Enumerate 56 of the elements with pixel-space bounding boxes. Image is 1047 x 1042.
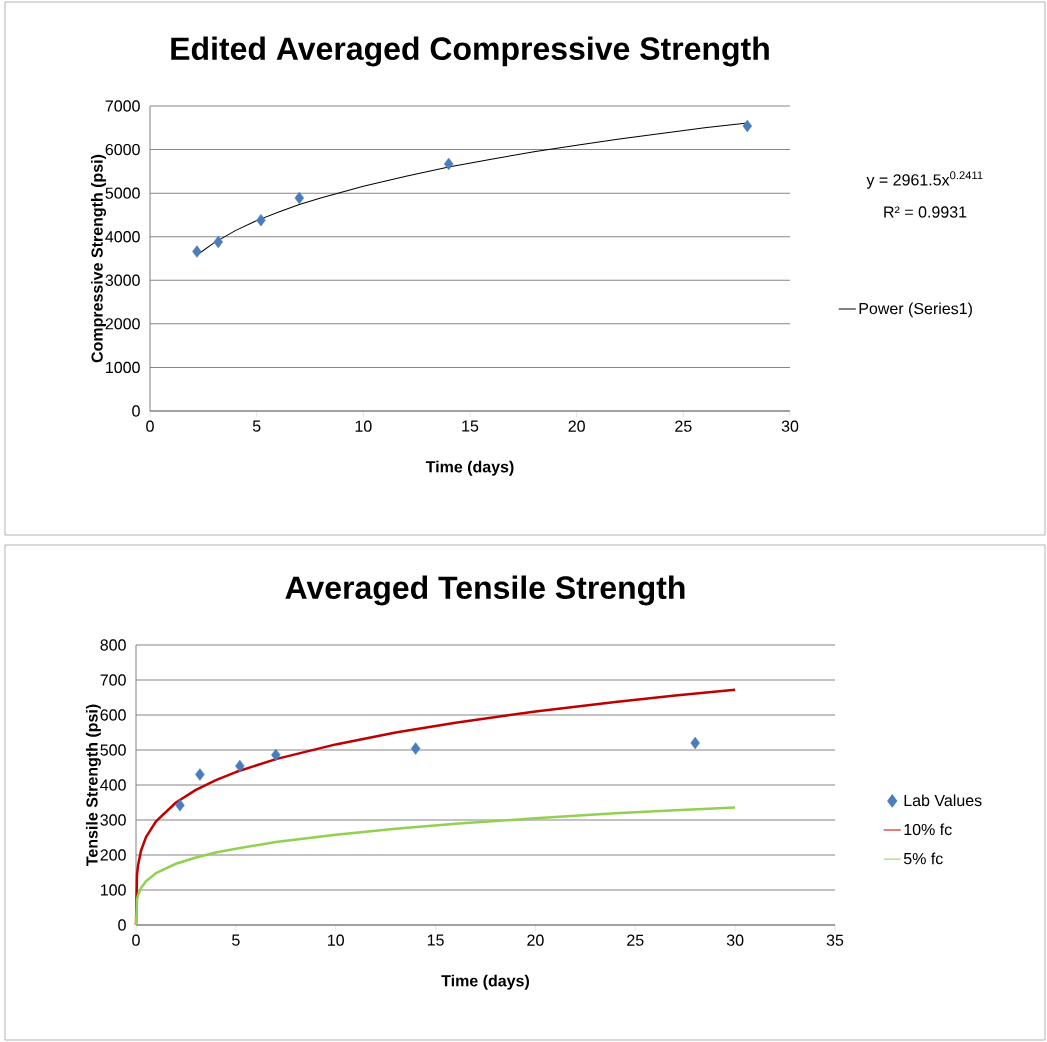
x-tick-label: 10: [328, 934, 344, 946]
point: [235, 759, 245, 773]
y-tick-label: 1000: [106, 361, 140, 374]
x-tick-label: 20: [568, 420, 585, 432]
x-tick-label: 25: [627, 934, 644, 946]
point: [410, 742, 421, 755]
x-tick-label: 15: [462, 420, 479, 432]
x-tick-label: 25: [675, 420, 692, 432]
point: [443, 157, 454, 171]
y-tick-label: 300: [100, 814, 126, 826]
y-axis-title: Tensile Strength (psi): [85, 704, 101, 867]
legend-label: 10% fc: [904, 823, 952, 836]
y-tick-label: 5000: [105, 187, 140, 199]
y-tick-label: 700: [100, 674, 126, 686]
point: [690, 736, 700, 750]
line-series: [134, 806, 737, 927]
text: y = 2961.5x$^{0.2411}$: [866, 171, 983, 189]
x-tick-label: 10: [355, 420, 372, 432]
legend-label: Lab Values: [904, 794, 982, 807]
y-tick-label: 400: [100, 779, 126, 791]
y-axis-title: Compressive Strength (psi): [91, 154, 107, 363]
y-tick-label: 2000: [105, 318, 140, 330]
x-tick-label: 20: [527, 934, 544, 946]
point: [742, 119, 753, 133]
y-tick-label: 600: [100, 709, 126, 721]
x-tick-label: 30: [726, 934, 744, 946]
y-tick-label: 500: [100, 744, 126, 756]
x-tick-label: 5: [232, 934, 240, 946]
y-tick-label: 7000: [105, 100, 140, 112]
y-tick-label: 0: [132, 405, 140, 417]
y-tick-label: 200: [100, 849, 126, 861]
point: [175, 799, 185, 812]
y-tick-label: 3000: [105, 274, 140, 286]
point: [294, 191, 305, 205]
point: [192, 245, 202, 258]
x-tick-label: 5: [252, 420, 261, 432]
x-tick-label: 35: [826, 934, 844, 946]
x-tick-label: 0: [146, 420, 154, 432]
point: [256, 213, 266, 227]
x-tick-label: 15: [427, 934, 444, 946]
y-tick-label: 4000: [105, 231, 140, 243]
y-tick-label: 800: [100, 639, 126, 651]
y-tick-label: 6000: [105, 143, 140, 156]
y-tick-label: 100: [101, 884, 126, 896]
x-tick-label: 30: [781, 420, 799, 432]
point: [271, 748, 281, 762]
point: [195, 768, 205, 781]
x-axis-title: Time (days): [425, 460, 514, 476]
point: [213, 235, 223, 249]
text: R² = 0.9931: [884, 206, 967, 218]
y-tick-label: 0: [118, 919, 126, 931]
legend-label: 5% fc: [903, 852, 943, 865]
x-axis-title: Time (days): [441, 974, 529, 990]
chart-title: Edited Averaged Compressive Strength: [171, 36, 769, 67]
legend-label: Power (Series1): [859, 302, 972, 318]
chart-title: Averaged Tensile Strength: [285, 575, 685, 606]
